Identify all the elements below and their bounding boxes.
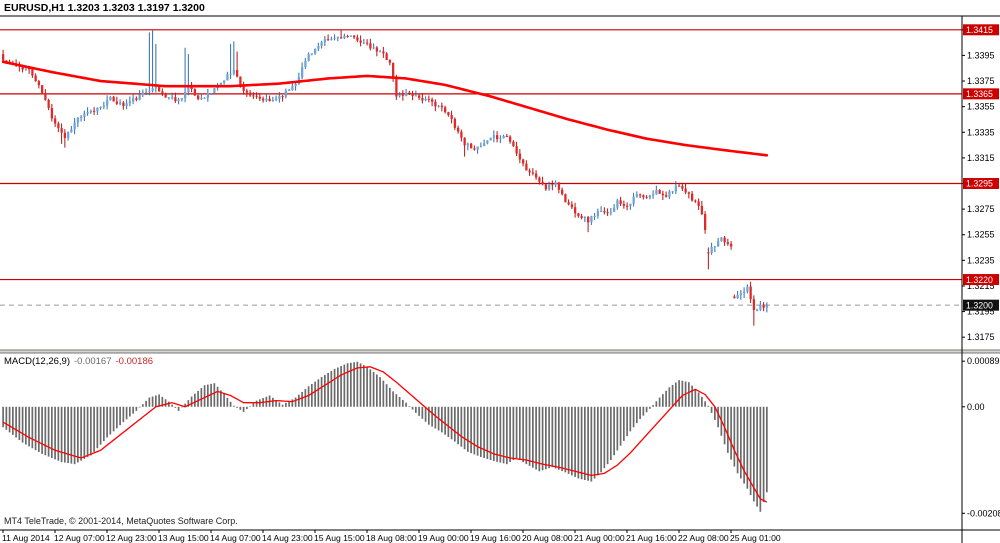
price-plot[interactable] xyxy=(0,29,962,326)
svg-text:0.00: 0.00 xyxy=(967,402,985,412)
svg-text:19 Aug 16:00: 19 Aug 16:00 xyxy=(470,533,521,543)
svg-text:1.3255: 1.3255 xyxy=(967,230,995,240)
svg-text:21 Aug 16:00: 21 Aug 16:00 xyxy=(626,533,677,543)
ohlc-header: EURUSD,H1 1.3203 1.3203 1.3197 1.3200 xyxy=(4,2,205,14)
macd-plot[interactable] xyxy=(2,361,768,512)
price-axis[interactable]: 1.3395 1.3375 1.3355 1.3335 1.3315 1.3275 1.32… xyxy=(962,24,999,342)
svg-text:1.3365: 1.3365 xyxy=(966,89,993,99)
svg-text:0.00089: 0.00089 xyxy=(967,356,1000,366)
time-axis[interactable]: 11 Aug 2014 12 Aug 07:00 12 Aug 23:00 13 Au… xyxy=(2,530,781,543)
macd-header: MACD(12,26,9) -0.00167 -0.00186 xyxy=(4,356,153,367)
svg-text:1.3315: 1.3315 xyxy=(967,153,995,163)
svg-text:1.3395: 1.3395 xyxy=(967,50,995,60)
svg-text:1.3375: 1.3375 xyxy=(967,76,995,86)
svg-text:11 Aug 2014: 11 Aug 2014 xyxy=(2,533,50,543)
macd-indicator-label: MACD(12,26,9) xyxy=(4,356,70,367)
svg-text:1.3275: 1.3275 xyxy=(967,204,995,214)
svg-text:12 Aug 07:00: 12 Aug 07:00 xyxy=(54,533,105,543)
svg-text:12 Aug 23:00: 12 Aug 23:00 xyxy=(106,533,157,543)
svg-text:1.3215: 1.3215 xyxy=(967,281,995,291)
svg-text:1.3335: 1.3335 xyxy=(967,127,995,137)
svg-text:1.3355: 1.3355 xyxy=(967,102,995,112)
svg-text:1.3235: 1.3235 xyxy=(967,255,995,265)
macd-signal-value: -0.00186 xyxy=(115,356,154,367)
svg-text:1.3415: 1.3415 xyxy=(966,25,993,35)
svg-text:20 Aug 08:00: 20 Aug 08:00 xyxy=(522,533,573,543)
svg-text:1.3195: 1.3195 xyxy=(967,307,995,317)
svg-text:21 Aug 00:00: 21 Aug 00:00 xyxy=(574,533,625,543)
svg-text:1.3175: 1.3175 xyxy=(967,332,995,342)
macd-main-value: -0.00167 xyxy=(74,356,112,367)
svg-text:13 Aug 15:00: 13 Aug 15:00 xyxy=(158,533,209,543)
svg-text:18 Aug 08:00: 18 Aug 08:00 xyxy=(366,533,417,543)
svg-text:22 Aug 08:00: 22 Aug 08:00 xyxy=(678,533,729,543)
svg-text:14 Aug 07:00: 14 Aug 07:00 xyxy=(210,533,261,543)
svg-text:1.3220: 1.3220 xyxy=(966,275,993,285)
svg-text:15 Aug 15:00: 15 Aug 15:00 xyxy=(314,533,365,543)
svg-text:14 Aug 23:00: 14 Aug 23:00 xyxy=(262,533,313,543)
svg-text:1.3295: 1.3295 xyxy=(966,179,993,189)
svg-text:-0.00208: -0.00208 xyxy=(967,508,1000,518)
copyright-watermark: MT4 TeleTrade, © 2001-2014, MetaQuotes S… xyxy=(4,516,238,526)
svg-text:25 Aug 01:00: 25 Aug 01:00 xyxy=(730,533,781,543)
svg-text:19 Aug 00:00: 19 Aug 00:00 xyxy=(418,533,469,543)
panel-borders xyxy=(0,15,1000,543)
svg-text:1.3200: 1.3200 xyxy=(966,300,993,310)
